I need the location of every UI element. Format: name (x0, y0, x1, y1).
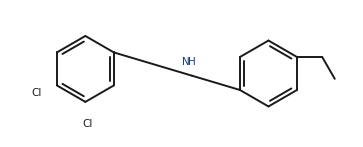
Text: Cl: Cl (32, 88, 42, 98)
Text: H: H (188, 57, 196, 67)
Text: N: N (182, 57, 190, 67)
Text: Cl: Cl (82, 119, 93, 129)
